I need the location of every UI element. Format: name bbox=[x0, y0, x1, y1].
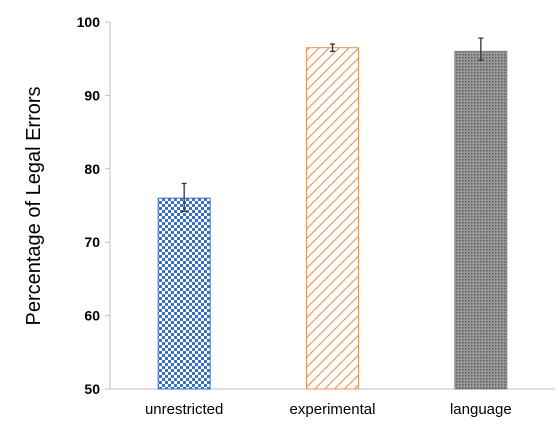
y-tick-label: 60 bbox=[84, 308, 100, 324]
x-category-label: experimental bbox=[290, 401, 376, 418]
bars-group bbox=[157, 37, 508, 390]
y-tick-label: 90 bbox=[84, 87, 100, 103]
bar-language bbox=[454, 50, 508, 390]
x-category-label: language bbox=[450, 401, 512, 418]
x-axis: unrestricted experimental language bbox=[145, 401, 512, 418]
y-tick-label: 50 bbox=[84, 381, 100, 397]
y-tick-label: 80 bbox=[84, 161, 100, 177]
y-tick-label: 100 bbox=[77, 14, 101, 30]
y-tick-label: 70 bbox=[84, 234, 100, 250]
y-axis-title: Percentage of Legal Errors bbox=[23, 86, 45, 325]
bar-experimental bbox=[306, 47, 359, 390]
bar-unrestricted bbox=[157, 197, 211, 390]
x-category-label: unrestricted bbox=[145, 401, 223, 418]
